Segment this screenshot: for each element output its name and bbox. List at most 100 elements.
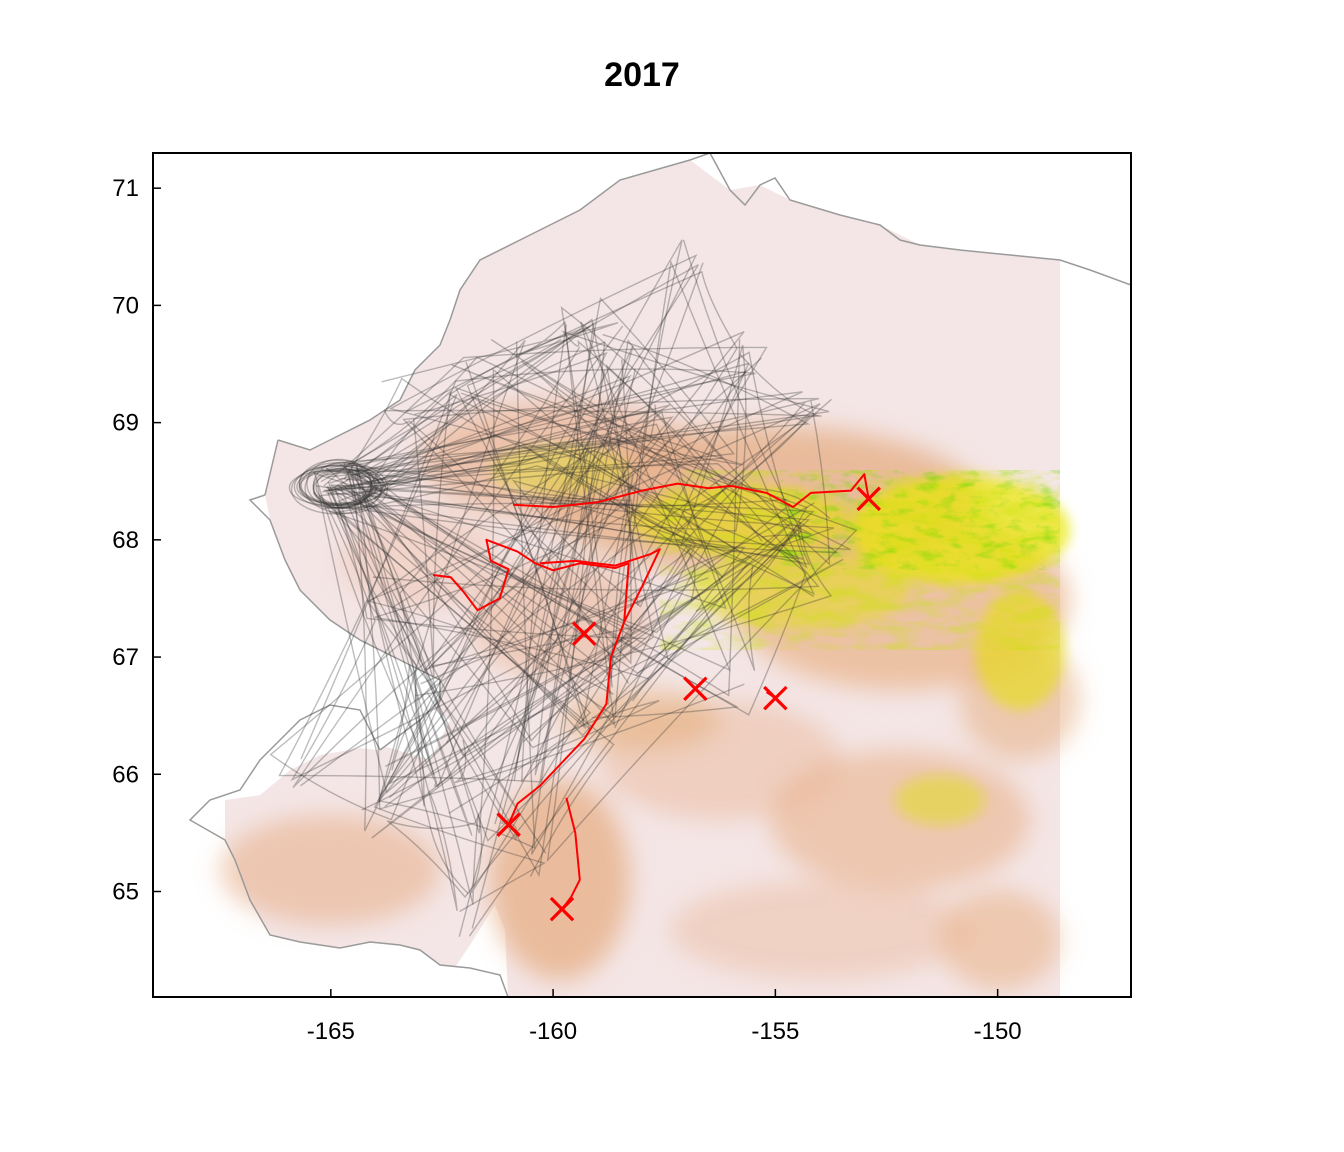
y-tick-label: 67: [112, 644, 139, 671]
y-tick-label: 68: [112, 527, 139, 554]
track-line: [354, 264, 709, 671]
y-tick-label: 69: [112, 410, 139, 437]
track-loop: [315, 468, 374, 506]
track-line: [363, 390, 452, 677]
track-loop: [290, 464, 382, 515]
map-title: 2017: [604, 56, 680, 94]
track-line: [334, 487, 458, 912]
track-line: [335, 259, 816, 718]
track-line: [329, 321, 731, 811]
track-line: [327, 318, 669, 660]
end-marker: [549, 896, 575, 922]
track-loop: [298, 470, 377, 505]
track-line: [325, 262, 811, 899]
track-line: [327, 416, 674, 701]
track-line: [333, 506, 615, 877]
north-ocean: [153, 153, 690, 500]
track-line: [334, 444, 852, 578]
track-line: [359, 359, 820, 665]
track-line: [339, 239, 803, 768]
track-line: [326, 338, 831, 878]
track-line: [320, 306, 724, 688]
track-line: [313, 410, 727, 825]
track-line: [325, 450, 697, 509]
west-coast-water: [153, 495, 440, 840]
track-loop: [312, 467, 373, 507]
track-line: [374, 341, 858, 863]
track-line: [316, 466, 815, 855]
track-line: [300, 415, 811, 787]
track-line: [330, 484, 787, 839]
track-line: [352, 374, 632, 913]
track-line: [335, 364, 812, 536]
track-line: [318, 494, 660, 784]
track-line: [330, 270, 738, 787]
track-line: [356, 341, 536, 850]
track-line: [360, 338, 587, 730]
track-line: [345, 330, 830, 591]
y-tick-label: 66: [112, 761, 139, 788]
track-line: [364, 404, 671, 854]
y-tick-label: 70: [112, 292, 139, 319]
track-loop: [306, 458, 372, 509]
track-line: [320, 468, 835, 685]
background-tracks: [269, 239, 858, 937]
track-line: [338, 351, 808, 569]
y-tick-label: 65: [112, 879, 139, 906]
track-line: [322, 404, 657, 493]
track-line: [342, 297, 736, 937]
track-line: [353, 339, 741, 697]
track-line: [327, 481, 646, 640]
track-line: [315, 344, 832, 547]
coastline: [188, 152, 1132, 998]
track-line: [320, 325, 591, 483]
x-tick-label: -165: [307, 1018, 355, 1045]
track-loop: [304, 462, 389, 515]
track-line: [325, 324, 592, 783]
track-line: [339, 463, 740, 719]
end-marker: [763, 685, 788, 711]
track-line: [356, 466, 800, 842]
track-line: [327, 354, 820, 478]
track-line: [336, 474, 634, 722]
track-loop: [312, 461, 372, 510]
track-line: [374, 331, 745, 796]
end-marker: [683, 676, 708, 701]
track-loop: [296, 468, 386, 506]
track-line: [344, 445, 844, 785]
track-line: [354, 368, 677, 834]
track-line: [313, 345, 634, 929]
track-line: [355, 362, 788, 608]
track-line: [351, 356, 741, 729]
track-line: [323, 502, 815, 677]
track-loop: [288, 469, 372, 506]
track-line: [343, 357, 762, 776]
track-line: [269, 351, 650, 821]
track-line: [355, 464, 745, 810]
y-axis: 65 66 67 68 69 70 71: [112, 175, 161, 906]
end-marker: [856, 486, 881, 512]
end-marker: [571, 621, 597, 646]
track-line: [300, 368, 756, 760]
plot-frame: [152, 152, 1132, 998]
x-tick-label: -150: [974, 1018, 1022, 1045]
end-marker: [496, 812, 521, 837]
track-line: [292, 325, 633, 789]
y-tick-label: 71: [112, 175, 139, 202]
track-line: [350, 239, 683, 832]
track-line: [348, 468, 696, 905]
x-axis: -165 -160 -155 -150: [307, 989, 1022, 1045]
track-line: [357, 320, 619, 727]
track-line: [368, 492, 833, 697]
elevation-layer: [153, 153, 1131, 997]
track-line: [315, 370, 748, 752]
highlight-track: [513, 473, 870, 508]
track-line: [374, 473, 746, 702]
x-tick-label: -160: [529, 1018, 577, 1045]
track-line: [337, 254, 804, 744]
track-line: [325, 391, 803, 662]
track-line: [327, 346, 581, 807]
track-line: [327, 423, 756, 672]
track-loop: [293, 465, 378, 509]
